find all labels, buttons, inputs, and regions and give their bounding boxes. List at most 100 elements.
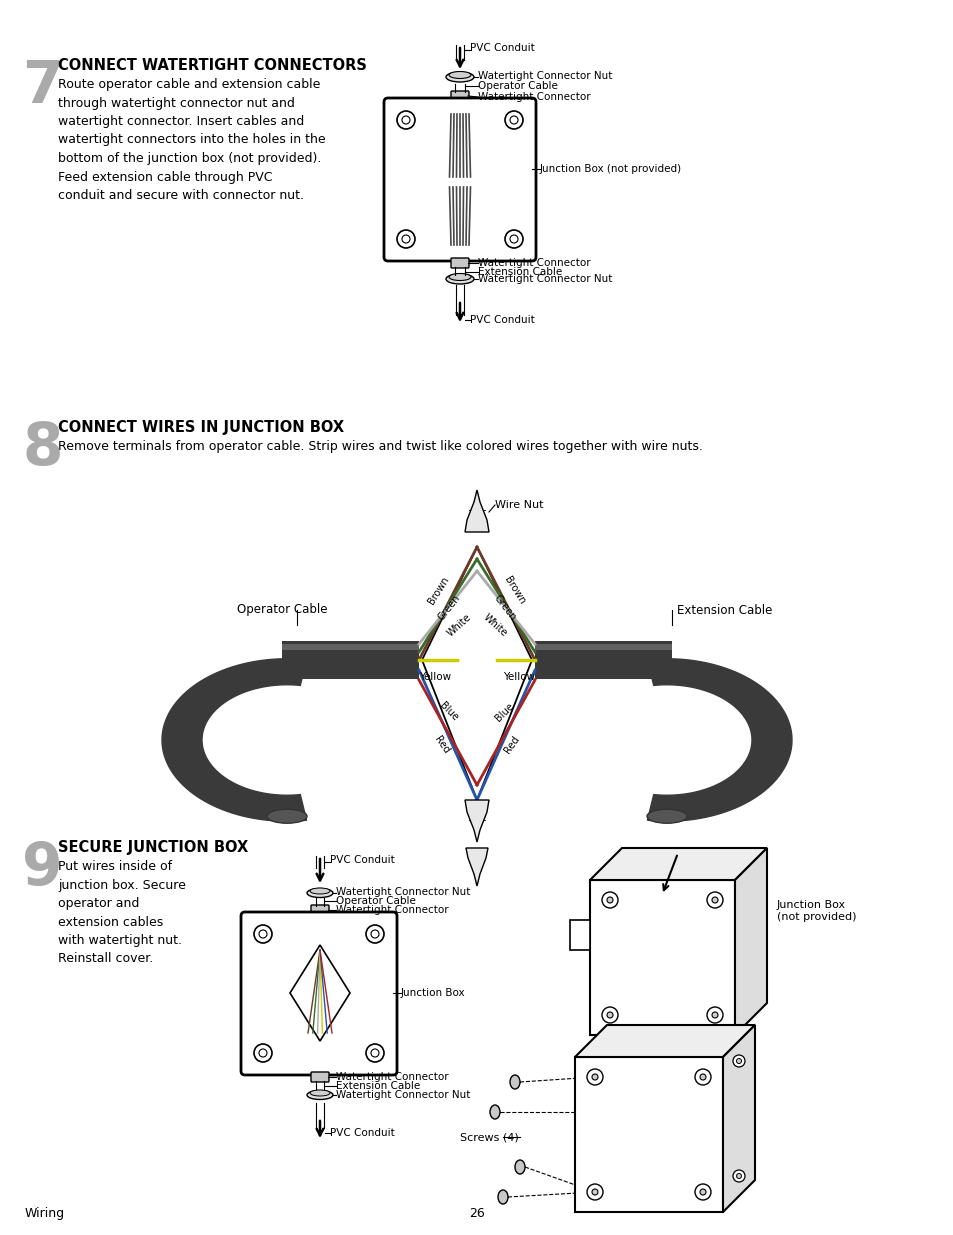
Circle shape	[606, 897, 613, 903]
Bar	[535, 643, 671, 650]
Polygon shape	[734, 848, 766, 1035]
Circle shape	[732, 1170, 744, 1182]
Circle shape	[396, 230, 415, 248]
FancyBboxPatch shape	[451, 258, 469, 268]
Polygon shape	[421, 547, 532, 800]
Text: PVC Conduit: PVC Conduit	[330, 855, 395, 864]
Ellipse shape	[510, 1074, 519, 1089]
Text: White: White	[445, 611, 473, 638]
Text: CONNECT WATERTIGHT CONNECTORS: CONNECT WATERTIGHT CONNECTORS	[58, 58, 367, 73]
Text: Watertight Connector: Watertight Connector	[477, 91, 590, 103]
FancyBboxPatch shape	[311, 1072, 329, 1082]
Circle shape	[510, 235, 517, 243]
Circle shape	[592, 1189, 598, 1195]
Text: Watertight Connector: Watertight Connector	[335, 905, 448, 915]
Circle shape	[601, 892, 618, 908]
Text: Red: Red	[432, 735, 451, 756]
Text: Operator Cable: Operator Cable	[335, 897, 416, 906]
Polygon shape	[162, 658, 306, 821]
Ellipse shape	[267, 809, 307, 824]
Circle shape	[258, 930, 267, 939]
Text: Operator Cable: Operator Cable	[477, 82, 558, 91]
Bar	[282, 641, 418, 679]
Text: Junction Box (not provided): Junction Box (not provided)	[539, 164, 681, 174]
Text: Red: Red	[502, 735, 521, 756]
Circle shape	[695, 1070, 710, 1086]
Text: Wiring: Wiring	[25, 1207, 65, 1220]
Text: Yellow: Yellow	[502, 672, 535, 682]
Circle shape	[711, 1011, 718, 1018]
Text: Watertight Connector Nut: Watertight Connector Nut	[335, 1091, 470, 1100]
Text: Yellow: Yellow	[418, 672, 451, 682]
Circle shape	[371, 1049, 378, 1057]
Ellipse shape	[449, 72, 471, 79]
FancyBboxPatch shape	[311, 905, 329, 915]
Ellipse shape	[307, 1091, 333, 1099]
Polygon shape	[290, 945, 350, 1041]
Text: Brown: Brown	[502, 574, 527, 605]
Ellipse shape	[446, 72, 474, 82]
Circle shape	[601, 1007, 618, 1023]
Polygon shape	[464, 800, 489, 842]
FancyBboxPatch shape	[241, 911, 396, 1074]
Circle shape	[592, 1074, 598, 1079]
Text: White: White	[480, 611, 508, 638]
Polygon shape	[589, 848, 766, 881]
Text: Watertight Connector Nut: Watertight Connector Nut	[335, 887, 470, 897]
Circle shape	[504, 230, 522, 248]
Circle shape	[706, 892, 722, 908]
Circle shape	[401, 116, 410, 124]
Ellipse shape	[515, 1160, 524, 1174]
Text: PVC Conduit: PVC Conduit	[470, 315, 535, 325]
Polygon shape	[575, 1025, 754, 1057]
Text: Green: Green	[492, 593, 517, 622]
Ellipse shape	[646, 809, 686, 824]
Ellipse shape	[310, 888, 330, 894]
Ellipse shape	[307, 888, 333, 898]
Circle shape	[253, 925, 272, 944]
Circle shape	[258, 1049, 267, 1057]
Text: Watertight Connector: Watertight Connector	[335, 1072, 448, 1082]
Circle shape	[586, 1184, 602, 1200]
Polygon shape	[465, 848, 488, 885]
Circle shape	[736, 1173, 740, 1178]
Bar	[282, 643, 418, 650]
Text: Green: Green	[436, 593, 461, 622]
Bar	[589, 881, 734, 1035]
Bar	[535, 641, 671, 679]
Text: Extension Cable: Extension Cable	[477, 267, 561, 277]
Text: Remove terminals from operator cable. Strip wires and twist like colored wires t: Remove terminals from operator cable. St…	[58, 440, 702, 453]
Text: Junction Box
(not provided): Junction Box (not provided)	[776, 900, 856, 921]
Polygon shape	[647, 658, 791, 821]
Text: Watertight Connector Nut: Watertight Connector Nut	[477, 70, 612, 82]
Text: 9: 9	[22, 840, 63, 897]
Polygon shape	[722, 1025, 754, 1212]
Text: SECURE JUNCTION BOX: SECURE JUNCTION BOX	[58, 840, 248, 855]
Ellipse shape	[497, 1191, 507, 1204]
Circle shape	[504, 111, 522, 128]
Text: Operator Cable: Operator Cable	[236, 604, 327, 616]
Circle shape	[732, 1055, 744, 1067]
Circle shape	[366, 1044, 384, 1062]
Circle shape	[371, 930, 378, 939]
Circle shape	[706, 1007, 722, 1023]
Polygon shape	[464, 490, 489, 532]
Circle shape	[700, 1189, 705, 1195]
Text: 7: 7	[22, 58, 63, 115]
Ellipse shape	[449, 273, 471, 280]
Text: PVC Conduit: PVC Conduit	[470, 43, 535, 53]
Circle shape	[510, 116, 517, 124]
Text: Blue: Blue	[494, 700, 516, 724]
Circle shape	[366, 925, 384, 944]
FancyBboxPatch shape	[384, 98, 536, 261]
Circle shape	[711, 897, 718, 903]
Circle shape	[736, 1058, 740, 1063]
Text: 8: 8	[22, 420, 63, 477]
Polygon shape	[569, 920, 589, 950]
Circle shape	[401, 235, 410, 243]
Circle shape	[586, 1070, 602, 1086]
Text: Put wires inside of
junction box. Secure
operator and
extension cables
with wate: Put wires inside of junction box. Secure…	[58, 860, 186, 966]
Text: Watertight Connector Nut: Watertight Connector Nut	[477, 274, 612, 284]
Bar	[575, 1057, 722, 1212]
Text: Extension Cable: Extension Cable	[335, 1081, 420, 1091]
